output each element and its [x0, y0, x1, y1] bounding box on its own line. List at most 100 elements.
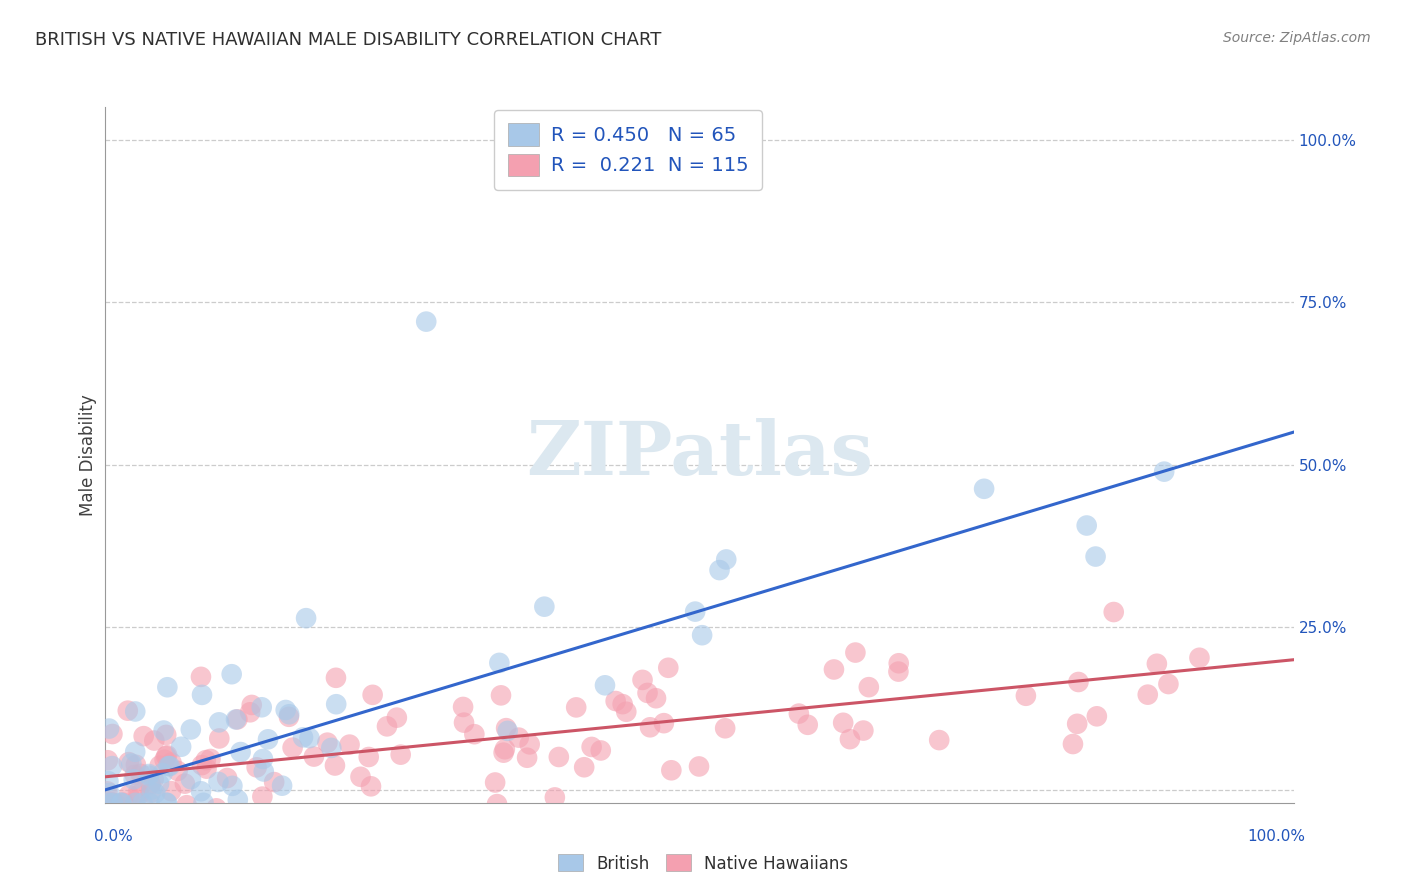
- Point: [180, 772, 202, 787]
- Point: [375, 719, 398, 733]
- Point: [844, 646, 866, 660]
- Point: [683, 605, 706, 619]
- Point: [124, 745, 146, 759]
- Point: [148, 777, 170, 791]
- Point: [295, 815, 318, 830]
- Point: [1015, 689, 1038, 703]
- Point: [489, 689, 512, 703]
- Point: [690, 628, 713, 642]
- Point: [160, 784, 183, 798]
- Point: [572, 760, 595, 774]
- Point: [205, 801, 228, 815]
- Text: 100.0%: 100.0%: [1247, 829, 1305, 844]
- Point: [124, 768, 146, 782]
- Point: [143, 733, 166, 747]
- Point: [124, 796, 146, 810]
- Point: [138, 769, 160, 783]
- Point: [1153, 465, 1175, 479]
- Point: [1136, 688, 1159, 702]
- Point: [257, 732, 280, 747]
- Point: [659, 764, 682, 778]
- Point: [688, 759, 710, 773]
- Point: [149, 758, 172, 772]
- Point: [122, 772, 145, 787]
- Point: [157, 759, 180, 773]
- Point: [173, 777, 195, 791]
- Point: [263, 775, 285, 789]
- Point: [246, 760, 269, 774]
- Point: [110, 796, 132, 810]
- Y-axis label: Male Disability: Male Disability: [79, 394, 97, 516]
- Point: [142, 772, 165, 787]
- Point: [887, 665, 910, 679]
- Point: [274, 703, 297, 717]
- Point: [127, 785, 149, 799]
- Text: Source: ZipAtlas.com: Source: ZipAtlas.com: [1223, 31, 1371, 45]
- Point: [484, 775, 506, 789]
- Point: [98, 786, 121, 800]
- Point: [360, 780, 382, 794]
- Point: [176, 798, 198, 813]
- Point: [1102, 605, 1125, 619]
- Point: [1084, 549, 1107, 564]
- Point: [128, 787, 150, 801]
- Point: [98, 722, 121, 736]
- Point: [101, 759, 124, 773]
- Point: [155, 749, 177, 764]
- Point: [101, 727, 124, 741]
- Point: [225, 713, 247, 727]
- Point: [132, 729, 155, 743]
- Point: [166, 764, 188, 778]
- Point: [111, 796, 134, 810]
- Point: [226, 712, 249, 726]
- Point: [160, 756, 183, 770]
- Point: [1066, 716, 1088, 731]
- Point: [494, 742, 516, 756]
- Point: [129, 766, 152, 780]
- Point: [637, 686, 659, 700]
- Point: [190, 784, 212, 798]
- Point: [191, 688, 214, 702]
- Text: 0.0%: 0.0%: [94, 829, 132, 844]
- Point: [159, 759, 181, 773]
- Point: [101, 796, 124, 810]
- Point: [253, 764, 276, 779]
- Point: [152, 766, 174, 780]
- Point: [1157, 677, 1180, 691]
- Point: [208, 715, 231, 730]
- Point: [928, 733, 950, 747]
- Point: [104, 797, 127, 811]
- Point: [97, 796, 120, 810]
- Point: [325, 697, 347, 711]
- Point: [155, 796, 177, 810]
- Point: [544, 790, 567, 805]
- Point: [143, 786, 166, 800]
- Point: [271, 779, 294, 793]
- Point: [118, 788, 141, 802]
- Legend: R = 0.450   N = 65, R =  0.221  N = 115: R = 0.450 N = 65, R = 0.221 N = 115: [495, 110, 762, 190]
- Point: [495, 721, 517, 735]
- Point: [973, 482, 995, 496]
- Point: [153, 753, 176, 767]
- Text: BRITISH VS NATIVE HAWAIIAN MALE DISABILITY CORRELATION CHART: BRITISH VS NATIVE HAWAIIAN MALE DISABILI…: [35, 31, 662, 49]
- Point: [94, 814, 117, 829]
- Point: [143, 815, 166, 830]
- Point: [240, 698, 263, 712]
- Point: [125, 757, 148, 772]
- Point: [295, 611, 318, 625]
- Point: [389, 747, 412, 762]
- Point: [516, 750, 538, 764]
- Point: [887, 657, 910, 671]
- Point: [226, 793, 249, 807]
- Point: [709, 563, 731, 577]
- Point: [155, 728, 177, 742]
- Point: [1146, 657, 1168, 671]
- Point: [292, 731, 315, 745]
- Point: [229, 745, 252, 759]
- Point: [252, 789, 274, 804]
- Point: [852, 723, 875, 738]
- Point: [593, 678, 616, 692]
- Point: [652, 716, 675, 731]
- Point: [200, 752, 222, 766]
- Point: [349, 770, 371, 784]
